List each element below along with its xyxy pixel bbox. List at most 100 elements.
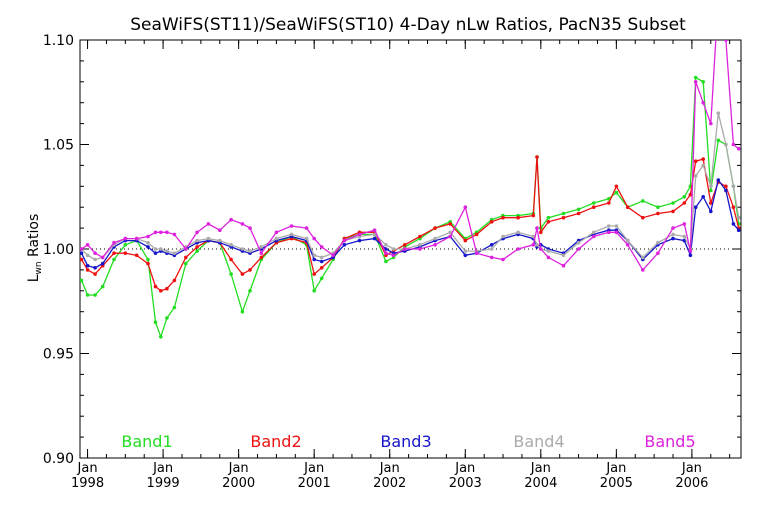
data-point [736,215,741,220]
data-point [259,255,264,260]
data-point [682,234,687,239]
data-point [591,201,596,205]
data-point [319,276,324,281]
data-point [709,121,713,126]
x-tick-year: 2000 [222,476,255,491]
data-point [591,230,596,235]
x-axis: Jan1998Jan1999Jan2000Jan2001Jan2002Jan20… [71,40,731,491]
data-point [709,184,713,189]
series-band1 [80,75,741,339]
data-point [195,245,199,249]
svg-text:Lwn Ratios: Lwn Ratios [26,214,44,283]
data-point [731,205,736,209]
data-point [146,261,150,266]
data-point [319,245,324,249]
data-point [229,257,233,262]
data-point [463,253,468,258]
data-point [607,224,611,228]
y-axis-label: Lwn Ratios [26,214,44,283]
data-point [641,215,645,220]
data-point [418,234,422,239]
series-line [80,76,740,339]
y-axis-label-sub: wn [34,261,44,274]
data-point [701,157,705,161]
data-point [418,247,422,251]
data-point [576,247,581,251]
data-point [274,230,279,235]
data-point [342,238,347,243]
data-point [682,222,687,226]
data-point [312,236,317,241]
data-point [85,263,90,268]
data-point [112,257,116,262]
x-tick-month: Jan [152,461,173,476]
data-point [289,224,294,228]
data-point [736,228,741,232]
data-point [134,236,139,241]
legend: Band1 Band2 Band3 Band4 Band5 [121,432,695,451]
series-band4 [80,111,741,262]
data-point [112,240,116,245]
data-point [591,234,596,239]
data-point [546,249,551,253]
data-point [561,263,566,268]
data-point [319,255,324,260]
data-point [100,284,105,289]
data-point [229,272,233,276]
x-tick-month: Jan [681,461,702,476]
data-point [682,201,687,205]
series-band5 [80,40,741,272]
data-point [184,247,188,251]
data-point [535,155,539,159]
data-point [304,226,309,230]
data-point [403,243,407,247]
data-point [93,251,97,255]
data-point [671,209,675,214]
data-point [531,234,536,239]
data-point [539,230,543,235]
data-point [206,236,211,241]
data-point [391,253,396,258]
data-point [641,199,645,203]
data-point [312,257,317,262]
x-tick-year: 2005 [600,476,633,491]
data-point [736,146,741,151]
data-point [259,245,264,249]
data-point [165,249,169,253]
data-point [195,249,199,253]
data-point [93,266,97,270]
data-point [391,247,396,251]
data-point [100,255,105,260]
data-point [159,247,163,251]
data-point [535,226,539,230]
data-point [218,238,222,243]
data-point [716,138,721,143]
data-point [153,247,158,251]
data-point [724,184,728,189]
data-point [172,232,177,237]
data-point [641,268,645,272]
data-point [693,80,698,84]
data-point [448,230,453,235]
data-point [463,238,468,243]
x-tick-year: 2003 [449,476,482,491]
legend-entry: Band3 [380,432,431,451]
data-point [134,253,139,258]
data-point [80,257,84,262]
x-tick-year: 2002 [373,476,406,491]
data-point [312,253,317,258]
data-point [123,236,128,241]
data-point [159,289,163,293]
data-point [682,195,687,199]
data-point [474,232,479,237]
data-point [165,286,169,291]
data-point [539,247,543,251]
data-point [693,205,698,209]
data-point [418,243,422,247]
data-point [591,205,596,209]
data-point [501,257,505,262]
x-tick-month: Jan [379,461,400,476]
data-point [701,80,705,84]
y-axis: 0.90 0.95 1.00 1.05 1.10 [43,33,741,467]
x-tick-year: 2006 [675,476,708,491]
